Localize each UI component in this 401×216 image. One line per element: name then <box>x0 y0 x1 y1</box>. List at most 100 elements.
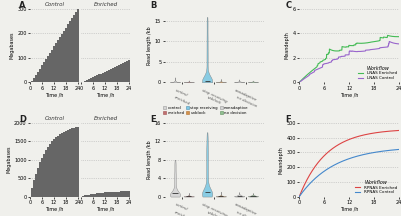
X-axis label: Time /h: Time /h <box>340 92 358 97</box>
Bar <box>128 191 130 197</box>
RPNAS Control <box>394 148 399 151</box>
Line: RPNAS Control: RPNAS Control <box>299 149 399 197</box>
Bar <box>33 78 35 82</box>
Bar <box>75 127 77 197</box>
LNAS Control <box>356 50 361 53</box>
Text: E: E <box>151 116 156 124</box>
LNAS Enriched <box>397 35 401 38</box>
Text: stop receiving: stop receiving <box>200 88 227 103</box>
Bar <box>88 195 90 197</box>
Bar <box>88 79 90 82</box>
Bar <box>65 28 67 82</box>
Bar <box>84 195 86 197</box>
Bar <box>100 193 102 197</box>
Bar <box>122 191 124 197</box>
LNAS Enriched <box>395 35 399 38</box>
Bar <box>63 132 65 197</box>
Text: B: B <box>151 1 157 10</box>
Bar <box>67 130 69 197</box>
Text: F: F <box>286 116 291 124</box>
Text: unblock: unblock <box>206 210 222 216</box>
Line: LNAS Control: LNAS Control <box>299 41 399 82</box>
LNAS Control <box>395 42 399 45</box>
Text: control: control <box>175 88 189 98</box>
RPNAS Control <box>397 148 401 151</box>
RPNAS Enriched <box>297 195 302 198</box>
Text: stop receiving: stop receiving <box>200 202 227 216</box>
Bar <box>65 131 67 197</box>
Bar <box>37 168 39 197</box>
Bar <box>86 195 88 197</box>
Bar <box>71 18 73 82</box>
Bar <box>57 136 59 197</box>
RPNAS Control <box>356 154 361 157</box>
Text: nonadaptive: nonadaptive <box>234 88 258 102</box>
Bar <box>104 72 106 82</box>
LNAS Enriched <box>385 34 390 37</box>
Bar <box>35 75 37 82</box>
Bar <box>41 158 43 197</box>
Bar <box>73 15 75 82</box>
RPNAS Enriched <box>351 137 356 139</box>
Text: D: D <box>19 116 26 124</box>
LNAS Control <box>379 46 383 49</box>
LNAS Enriched <box>351 44 356 47</box>
Text: control: control <box>175 202 189 212</box>
Y-axis label: Megabases: Megabases <box>6 146 11 173</box>
Bar <box>104 192 106 197</box>
Bar <box>96 75 98 82</box>
Bar <box>67 24 69 82</box>
Bar <box>41 65 43 82</box>
X-axis label: Time /h: Time /h <box>45 92 64 97</box>
Bar <box>61 34 63 82</box>
Bar <box>118 65 120 82</box>
Text: Control: Control <box>45 116 65 121</box>
Bar <box>33 180 35 197</box>
X-axis label: Time /h: Time /h <box>96 206 115 211</box>
Bar <box>39 162 41 197</box>
Bar <box>39 68 41 82</box>
Bar <box>108 70 110 82</box>
Y-axis label: Meandepth: Meandepth <box>279 146 284 174</box>
Bar <box>90 78 92 82</box>
Bar <box>114 192 116 197</box>
Bar <box>35 173 37 197</box>
Bar <box>61 133 63 197</box>
Bar <box>73 128 75 197</box>
Legend: LNAS Enriched, LNAS Control: LNAS Enriched, LNAS Control <box>358 66 397 80</box>
Bar <box>128 60 130 82</box>
X-axis label: Time /h: Time /h <box>45 206 64 211</box>
RPNAS Control <box>344 158 349 161</box>
RPNAS Control <box>351 156 356 159</box>
Bar <box>110 69 112 82</box>
Legend: RPNAS Enriched, RPNAS Control: RPNAS Enriched, RPNAS Control <box>355 180 397 194</box>
LNAS Control <box>387 40 392 43</box>
Bar <box>96 193 98 197</box>
Y-axis label: Read length /kb: Read length /kb <box>147 26 152 65</box>
Text: unblock: unblock <box>206 96 222 106</box>
Bar <box>51 141 53 197</box>
Bar <box>114 67 116 82</box>
Bar <box>75 12 77 82</box>
Bar <box>92 77 94 82</box>
LNAS Enriched <box>344 46 349 48</box>
Bar <box>51 50 53 82</box>
LNAS Control <box>345 54 350 56</box>
Text: no decision: no decision <box>235 96 257 109</box>
Bar <box>118 192 120 197</box>
Y-axis label: Megabases: Megabases <box>10 32 14 59</box>
Bar <box>45 150 47 197</box>
Bar <box>69 21 71 82</box>
Bar <box>31 188 33 197</box>
Text: nonadaptive: nonadaptive <box>234 202 258 216</box>
Text: Enriched: Enriched <box>93 2 117 7</box>
Bar <box>102 193 104 197</box>
Bar <box>59 37 61 82</box>
Bar <box>71 128 73 197</box>
Bar <box>90 194 92 197</box>
Text: Control: Control <box>45 2 65 7</box>
LNAS Control <box>297 81 302 84</box>
RPNAS Control <box>297 195 302 198</box>
Bar <box>124 62 126 82</box>
Text: C: C <box>286 1 292 10</box>
